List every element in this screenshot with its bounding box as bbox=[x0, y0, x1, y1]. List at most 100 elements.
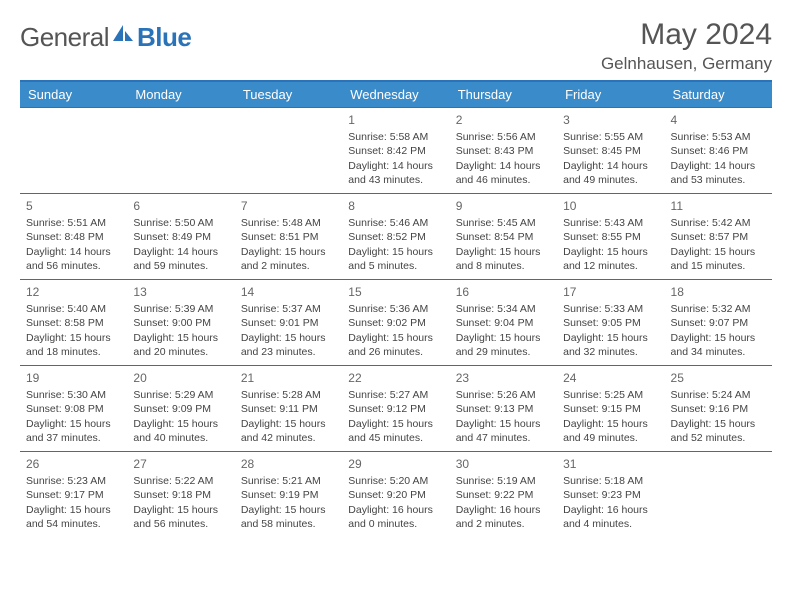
sunset-line: Sunset: 9:23 PM bbox=[563, 488, 658, 502]
day-cell: 21Sunrise: 5:28 AMSunset: 9:11 PMDayligh… bbox=[235, 366, 342, 452]
empty-cell bbox=[20, 108, 127, 194]
sunrise-line: Sunrise: 5:51 AM bbox=[26, 216, 121, 230]
week-row: 5Sunrise: 5:51 AMSunset: 8:48 PMDaylight… bbox=[20, 194, 772, 280]
day-number: 2 bbox=[456, 112, 551, 128]
day-number: 5 bbox=[26, 198, 121, 214]
empty-cell bbox=[235, 108, 342, 194]
sunrise-line: Sunrise: 5:55 AM bbox=[563, 130, 658, 144]
day-number: 24 bbox=[563, 370, 658, 386]
day-cell: 25Sunrise: 5:24 AMSunset: 9:16 PMDayligh… bbox=[665, 366, 772, 452]
daylight-line: Daylight: 15 hours and 47 minutes. bbox=[456, 417, 551, 445]
sunset-line: Sunset: 8:48 PM bbox=[26, 230, 121, 244]
sunrise-line: Sunrise: 5:45 AM bbox=[456, 216, 551, 230]
day-cell: 13Sunrise: 5:39 AMSunset: 9:00 PMDayligh… bbox=[127, 280, 234, 366]
sunset-line: Sunset: 8:43 PM bbox=[456, 144, 551, 158]
sunrise-line: Sunrise: 5:32 AM bbox=[671, 302, 766, 316]
day-cell: 28Sunrise: 5:21 AMSunset: 9:19 PMDayligh… bbox=[235, 452, 342, 538]
sunset-line: Sunset: 9:04 PM bbox=[456, 316, 551, 330]
day-number: 6 bbox=[133, 198, 228, 214]
day-cell: 2 Sunrise: 5:56 AMSunset: 8:43 PMDaylight… bbox=[450, 108, 557, 194]
week-row: 19Sunrise: 5:30 AMSunset: 9:08 PMDayligh… bbox=[20, 366, 772, 452]
day-cell: 14Sunrise: 5:37 AMSunset: 9:01 PMDayligh… bbox=[235, 280, 342, 366]
month-title: May 2024 bbox=[601, 18, 772, 52]
day-header: Saturday bbox=[665, 82, 772, 108]
day-header: Sunday bbox=[20, 82, 127, 108]
logo-sail-icon bbox=[111, 23, 135, 48]
sunrise-line: Sunrise: 5:18 AM bbox=[563, 474, 658, 488]
sunrise-line: Sunrise: 5:39 AM bbox=[133, 302, 228, 316]
daylight-line: Daylight: 15 hours and 52 minutes. bbox=[671, 417, 766, 445]
day-cell: 16Sunrise: 5:34 AMSunset: 9:04 PMDayligh… bbox=[450, 280, 557, 366]
sunrise-line: Sunrise: 5:43 AM bbox=[563, 216, 658, 230]
day-number: 14 bbox=[241, 284, 336, 300]
day-number: 26 bbox=[26, 456, 121, 472]
sunset-line: Sunset: 9:12 PM bbox=[348, 402, 443, 416]
empty-cell bbox=[127, 108, 234, 194]
day-cell: 10Sunrise: 5:43 AMSunset: 8:55 PMDayligh… bbox=[557, 194, 664, 280]
daylight-line: Daylight: 15 hours and 45 minutes. bbox=[348, 417, 443, 445]
sunset-line: Sunset: 9:08 PM bbox=[26, 402, 121, 416]
sunset-line: Sunset: 9:09 PM bbox=[133, 402, 228, 416]
day-cell: 20Sunrise: 5:29 AMSunset: 9:09 PMDayligh… bbox=[127, 366, 234, 452]
sunrise-line: Sunrise: 5:20 AM bbox=[348, 474, 443, 488]
day-header: Wednesday bbox=[342, 82, 449, 108]
brand-left: General bbox=[20, 22, 109, 53]
week-row: 26Sunrise: 5:23 AMSunset: 9:17 PMDayligh… bbox=[20, 452, 772, 538]
day-header: Thursday bbox=[450, 82, 557, 108]
day-number: 21 bbox=[241, 370, 336, 386]
daylight-line: Daylight: 16 hours and 2 minutes. bbox=[456, 503, 551, 531]
day-cell: 30Sunrise: 5:19 AMSunset: 9:22 PMDayligh… bbox=[450, 452, 557, 538]
day-cell: 18Sunrise: 5:32 AMSunset: 9:07 PMDayligh… bbox=[665, 280, 772, 366]
day-cell: 9Sunrise: 5:45 AMSunset: 8:54 PMDaylight… bbox=[450, 194, 557, 280]
daylight-line: Daylight: 15 hours and 5 minutes. bbox=[348, 245, 443, 273]
day-number: 7 bbox=[241, 198, 336, 214]
calendar-body: 1Sunrise: 5:58 AMSunset: 8:42 PMDaylight… bbox=[20, 108, 772, 538]
sunset-line: Sunset: 8:49 PM bbox=[133, 230, 228, 244]
daylight-line: Daylight: 14 hours and 56 minutes. bbox=[26, 245, 121, 273]
sunrise-line: Sunrise: 5:27 AM bbox=[348, 388, 443, 402]
day-number: 8 bbox=[348, 198, 443, 214]
day-header: Friday bbox=[557, 82, 664, 108]
day-number: 29 bbox=[348, 456, 443, 472]
calendar-page: General Blue May 2024 Gelnhausen, German… bbox=[0, 0, 792, 612]
daylight-line: Daylight: 15 hours and 56 minutes. bbox=[133, 503, 228, 531]
daylight-line: Daylight: 14 hours and 49 minutes. bbox=[563, 159, 658, 187]
sunset-line: Sunset: 9:20 PM bbox=[348, 488, 443, 502]
sunrise-line: Sunrise: 5:28 AM bbox=[241, 388, 336, 402]
sunset-line: Sunset: 9:00 PM bbox=[133, 316, 228, 330]
sunrise-line: Sunrise: 5:33 AM bbox=[563, 302, 658, 316]
sunset-line: Sunset: 9:22 PM bbox=[456, 488, 551, 502]
day-number: 31 bbox=[563, 456, 658, 472]
day-cell: 6Sunrise: 5:50 AMSunset: 8:49 PMDaylight… bbox=[127, 194, 234, 280]
sunrise-line: Sunrise: 5:23 AM bbox=[26, 474, 121, 488]
daylight-line: Daylight: 14 hours and 46 minutes. bbox=[456, 159, 551, 187]
sunset-line: Sunset: 9:13 PM bbox=[456, 402, 551, 416]
day-cell: 17Sunrise: 5:33 AMSunset: 9:05 PMDayligh… bbox=[557, 280, 664, 366]
day-number: 19 bbox=[26, 370, 121, 386]
sunrise-line: Sunrise: 5:50 AM bbox=[133, 216, 228, 230]
day-number: 16 bbox=[456, 284, 551, 300]
daylight-line: Daylight: 15 hours and 42 minutes. bbox=[241, 417, 336, 445]
daylight-line: Daylight: 16 hours and 4 minutes. bbox=[563, 503, 658, 531]
sunset-line: Sunset: 8:58 PM bbox=[26, 316, 121, 330]
sunrise-line: Sunrise: 5:34 AM bbox=[456, 302, 551, 316]
sunrise-line: Sunrise: 5:53 AM bbox=[671, 130, 766, 144]
day-cell: 11Sunrise: 5:42 AMSunset: 8:57 PMDayligh… bbox=[665, 194, 772, 280]
day-number: 3 bbox=[563, 112, 658, 128]
sunrise-line: Sunrise: 5:58 AM bbox=[348, 130, 443, 144]
day-cell: 7Sunrise: 5:48 AMSunset: 8:51 PMDaylight… bbox=[235, 194, 342, 280]
sunrise-line: Sunrise: 5:40 AM bbox=[26, 302, 121, 316]
sunrise-line: Sunrise: 5:22 AM bbox=[133, 474, 228, 488]
daylight-line: Daylight: 15 hours and 23 minutes. bbox=[241, 331, 336, 359]
day-number: 12 bbox=[26, 284, 121, 300]
day-number: 15 bbox=[348, 284, 443, 300]
sunset-line: Sunset: 9:15 PM bbox=[563, 402, 658, 416]
daylight-line: Daylight: 15 hours and 34 minutes. bbox=[671, 331, 766, 359]
sunrise-line: Sunrise: 5:56 AM bbox=[456, 130, 551, 144]
daylight-line: Daylight: 15 hours and 18 minutes. bbox=[26, 331, 121, 359]
day-number: 23 bbox=[456, 370, 551, 386]
day-number: 27 bbox=[133, 456, 228, 472]
daylight-line: Daylight: 15 hours and 12 minutes. bbox=[563, 245, 658, 273]
day-cell: 26Sunrise: 5:23 AMSunset: 9:17 PMDayligh… bbox=[20, 452, 127, 538]
day-number: 28 bbox=[241, 456, 336, 472]
